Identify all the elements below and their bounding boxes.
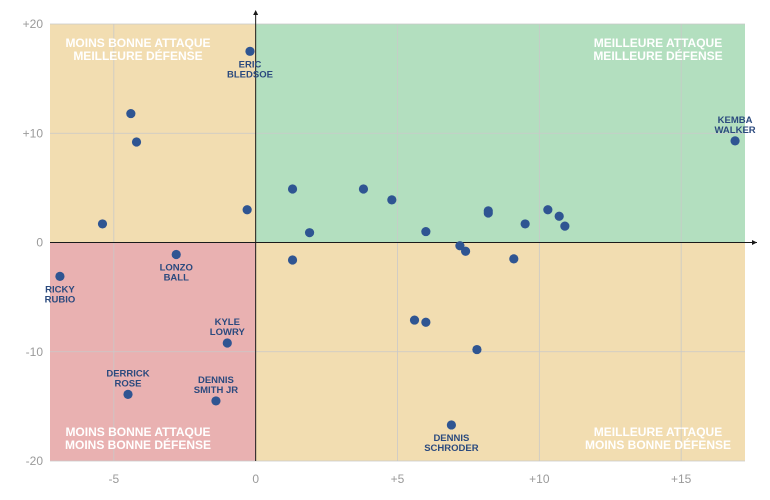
point-label: KYLE <box>215 317 240 328</box>
axes <box>50 10 757 461</box>
y-tick-label: +20 <box>23 17 44 31</box>
tick-labels: -5 0 +5 +10 +15 +20 +10 0 -10 -20 <box>23 17 692 486</box>
data-point <box>126 108 136 119</box>
point-label: RUBIO <box>45 294 76 305</box>
point-label: LOWRY <box>210 327 246 338</box>
point-label: SCHRODER <box>424 443 479 454</box>
data-point <box>455 241 465 251</box>
x-tick-label: +15 <box>671 472 692 486</box>
quadrant-label-top-left: MOINS BONNE ATTAQUE <box>65 36 210 50</box>
point-label: KEMBA <box>718 115 753 126</box>
point-label: DERRICK <box>106 368 149 379</box>
point-label: LONZO <box>160 263 193 274</box>
data-point <box>472 344 482 355</box>
y-tick-label: 0 <box>36 236 43 250</box>
y-tick-label: -10 <box>26 345 44 359</box>
data-point <box>560 221 570 231</box>
x-tick-label: +5 <box>391 472 405 486</box>
point-label: RICKY <box>45 284 75 295</box>
point-label: ERIC <box>239 59 262 70</box>
data-point <box>730 136 740 146</box>
data-point <box>304 228 315 238</box>
data-point <box>483 208 493 218</box>
data-points <box>55 46 740 430</box>
data-point <box>358 184 369 194</box>
x-tick-label: +10 <box>529 472 550 486</box>
data-point <box>409 315 420 325</box>
data-point <box>509 254 519 264</box>
data-point <box>460 246 471 256</box>
data-point <box>287 184 298 194</box>
data-point <box>520 219 530 229</box>
data-point <box>171 249 181 260</box>
y-axis-arrow <box>253 10 259 15</box>
data-point <box>245 46 255 56</box>
quadrant-label-top-left: MEILLEURE DÉFENSE <box>73 48 202 63</box>
point-label: BALL <box>164 273 190 284</box>
data-point <box>222 338 232 348</box>
data-point <box>387 195 397 205</box>
data-point <box>543 205 553 215</box>
point-label: DENNIS <box>198 375 234 386</box>
quadrant-label-bottom-left: MOINS BONNE ATTAQUE <box>65 425 210 439</box>
data-point <box>97 219 108 229</box>
point-label: ROSE <box>115 378 142 389</box>
data-point <box>211 396 221 406</box>
x-tick-label: 0 <box>252 472 259 486</box>
point-label: DENNIS <box>433 433 469 444</box>
x-tick-label: -5 <box>108 472 119 486</box>
data-point <box>554 211 564 221</box>
point-label: BLEDSOE <box>227 69 273 80</box>
quadrant-label-bottom-right: MOINS BONNE DÉFENSE <box>585 437 731 452</box>
data-point <box>242 205 252 215</box>
point-label: WALKER <box>714 125 755 136</box>
x-axis-arrow <box>752 240 757 245</box>
y-tick-label: +10 <box>23 126 44 140</box>
y-tick-label: -20 <box>26 454 44 468</box>
data-point <box>131 137 142 147</box>
data-point <box>421 226 431 237</box>
quadrant-label-top-right: MEILLEURE ATTAQUE <box>594 36 722 50</box>
quadrant-label-bottom-right: MEILLEURE ATTAQUE <box>594 425 722 439</box>
data-point <box>123 389 133 399</box>
data-point <box>55 271 65 281</box>
quadrant-label-top-right: MEILLEURE DÉFENSE <box>593 48 722 63</box>
data-point <box>287 255 298 265</box>
quadrant-label-bottom-left: MOINS BONNE DÉFENSE <box>65 437 211 452</box>
data-point <box>446 420 456 430</box>
data-point <box>421 317 431 327</box>
point-label: SMITH JR <box>194 385 238 396</box>
